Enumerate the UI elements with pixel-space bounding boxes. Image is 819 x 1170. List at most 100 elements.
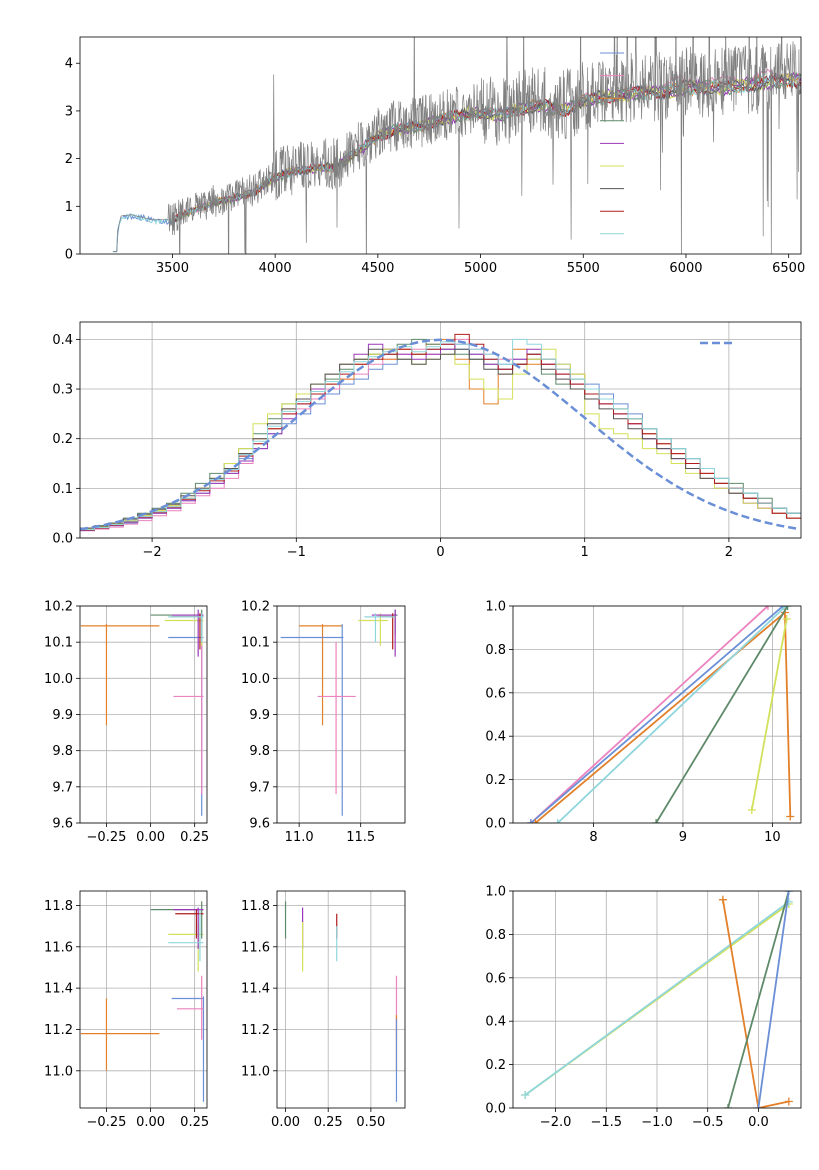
grid-lines (80, 891, 207, 1108)
data-point (168, 909, 204, 962)
plus-marker (754, 1104, 763, 1108)
data-point (317, 642, 356, 795)
histogram-step-line (80, 348, 801, 529)
model-spectrum-line (112, 74, 801, 253)
plot-area (521, 891, 793, 1108)
data-point (150, 901, 204, 939)
normal-curve (80, 338, 799, 531)
axes-frame (79, 605, 208, 824)
y-tick-label: 11.6 (44, 940, 73, 955)
y-tick-label: 11.2 (44, 1023, 73, 1038)
y-tick-label: 11.8 (44, 899, 73, 914)
plus-marker (763, 606, 772, 610)
y-tick-label: 11.0 (241, 1064, 270, 1079)
y-tick-label: 0.6 (485, 971, 506, 986)
x-tick-label: 0.25 (314, 1115, 343, 1130)
weight-line (530, 606, 769, 823)
y-tick-label: 9.6 (52, 817, 73, 832)
plus-marker (786, 812, 795, 821)
plot-area (80, 333, 801, 532)
y-tick-label: 0.4 (52, 333, 73, 348)
plot-area (280, 609, 398, 816)
x-tick-label: 1 (581, 545, 589, 560)
data-point (177, 975, 204, 1040)
data-point (150, 609, 204, 635)
plus-marker (747, 805, 756, 814)
y-tick-label: 9.9 (249, 708, 270, 723)
weight-line (750, 618, 788, 811)
x-tick-label: 11.5 (346, 830, 375, 845)
y-tick-label: 4 (65, 57, 73, 72)
data-point (175, 909, 204, 939)
x-tick-label: −1.5 (591, 1115, 623, 1130)
y-tick-label: 0.3 (52, 383, 73, 398)
axes-frame (79, 36, 802, 255)
y-tick-label: 11.4 (241, 982, 270, 997)
data-point (80, 624, 160, 726)
plot-area (112, 37, 801, 254)
y-tick-label: 9.7 (249, 780, 270, 795)
axes-frame (512, 605, 802, 824)
y-tick-label: 1.0 (485, 600, 506, 615)
data-point (358, 613, 388, 646)
y-tick-label: 9.9 (52, 708, 73, 723)
data-point (171, 609, 204, 657)
weight-line (722, 899, 789, 1108)
x-tick-label: 0.00 (271, 1115, 300, 1130)
y-tick-label: 0.2 (485, 773, 506, 788)
x-tick-label: 0 (436, 545, 444, 560)
model-spectrum-line (112, 73, 801, 253)
plot-area (526, 606, 795, 823)
plus-marker (784, 891, 793, 895)
y-tick-label: 9.8 (249, 744, 270, 759)
data-point (280, 624, 344, 816)
x-tick-label: 5500 (567, 261, 600, 276)
panel-weight-vs-age: 8 9 10 0.0 0.2 0.4 0.6 0.8 1.0 (485, 600, 802, 845)
axes-frame (276, 890, 406, 1109)
axes-frame (79, 321, 802, 539)
data-point (80, 998, 160, 1071)
panel-age-vs-mass: 11.0 11.5 9.6 9.7 9.8 9.9 10.0 10.1 10.2 (241, 600, 406, 845)
y-tick-label: 0.1 (52, 482, 73, 497)
y-tick-label: 0.6 (485, 686, 506, 701)
x-tick-label: 8 (589, 830, 597, 845)
plus-marker (718, 895, 727, 904)
y-tick-label: 11.4 (44, 982, 73, 997)
y-tick-label: 9.8 (52, 744, 73, 759)
x-tick-label: 0.00 (136, 1115, 165, 1130)
plus-marker (783, 606, 792, 610)
y-tick-label: 10.0 (241, 672, 270, 687)
y-tick-label: 0.2 (485, 1058, 506, 1073)
y-tick-label: 0 (65, 248, 73, 263)
x-tick-label: 0.0 (748, 1115, 769, 1130)
x-tick-label: −0.25 (87, 830, 127, 845)
plus-marker (652, 819, 661, 823)
y-tick-label: 10.0 (44, 672, 73, 687)
x-tick-label: −1 (287, 545, 306, 560)
x-tick-label: 2 (725, 545, 733, 560)
y-tick-label: 10.2 (241, 600, 270, 615)
plus-marker (553, 819, 562, 823)
x-tick-label: 0.00 (136, 830, 165, 845)
x-tick-label: −1.0 (641, 1115, 673, 1130)
x-tick-label: 6000 (669, 261, 702, 276)
legend (600, 52, 624, 235)
weight-line (655, 606, 789, 823)
y-tick-label: 10.1 (44, 636, 73, 651)
y-tick-label: 2 (65, 152, 73, 167)
data-point (168, 613, 204, 643)
plot-area (80, 609, 204, 816)
panel-spectrum: 3500 4000 4500 5000 5500 6000 6500 0 1 2 3 4 (65, 36, 805, 276)
grid-lines (277, 605, 405, 824)
plus-marker (531, 819, 540, 823)
x-tick-label: 0.25 (180, 1115, 209, 1130)
y-tick-label: 11.0 (44, 1064, 73, 1079)
x-tick-label: 4000 (259, 261, 292, 276)
weight-line (727, 891, 790, 1108)
x-tick-label: −0.5 (692, 1115, 724, 1130)
plus-marker (723, 1104, 732, 1108)
plus-marker (521, 1090, 530, 1099)
panel-residuals: −2 −1 0 1 2 0.0 0.1 0.2 0.3 0.4 (52, 321, 802, 560)
x-tick-label: −0.25 (87, 1115, 127, 1130)
data-point (173, 642, 204, 795)
